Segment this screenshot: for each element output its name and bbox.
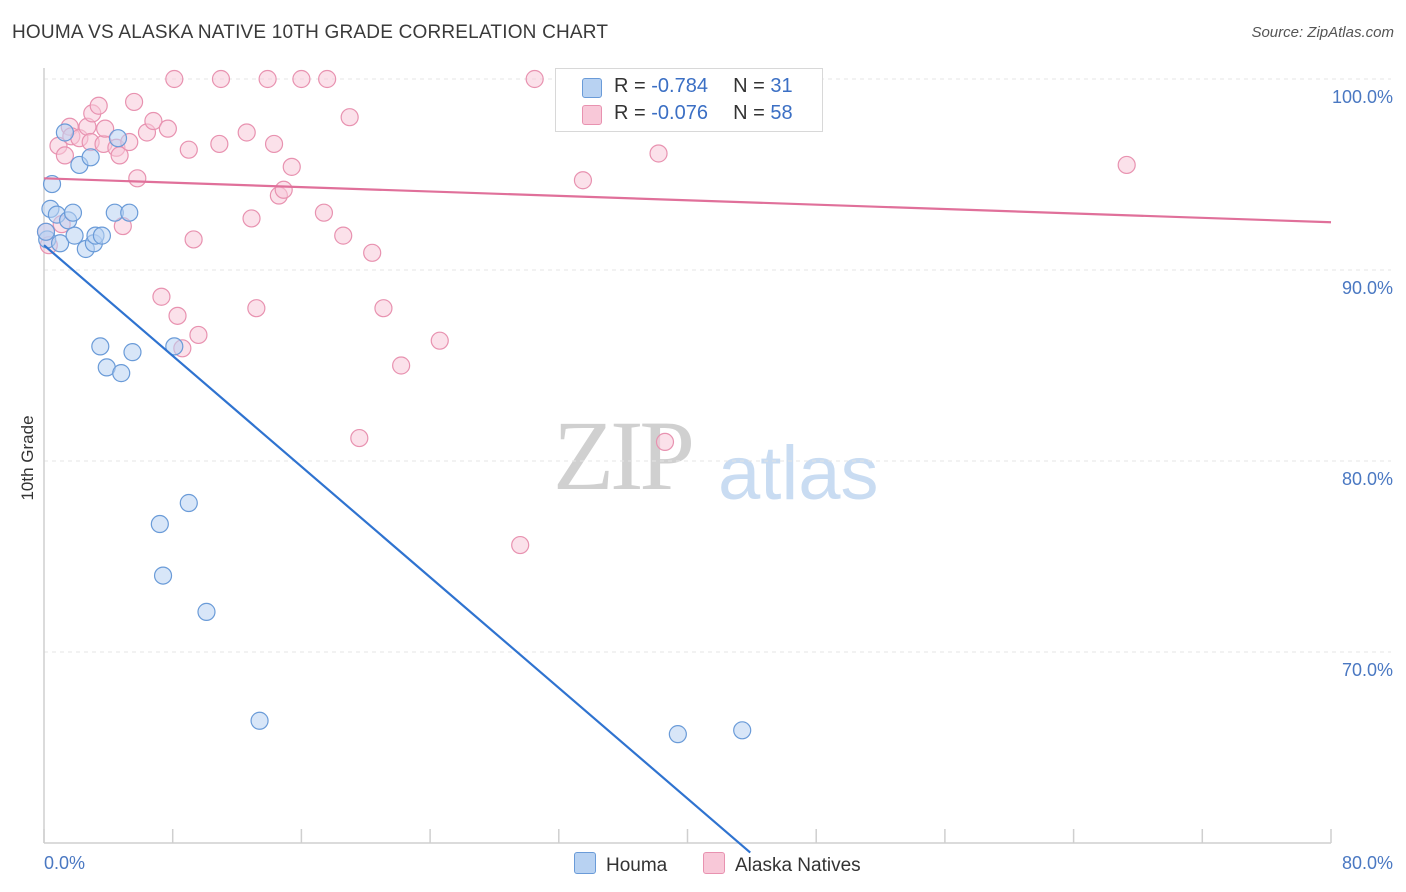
houma-point (92, 226, 112, 245)
houma-points (36, 123, 752, 744)
alaska-natives-trend-line (43, 177, 1332, 224)
houma-point (153, 566, 173, 585)
alaska-natives-point (247, 299, 266, 318)
houma-point (733, 721, 752, 740)
houma-point (250, 711, 269, 730)
alaska-r-value: -0.076 (651, 102, 708, 124)
alaska-natives-point (144, 111, 163, 131)
alaska-natives-point (258, 69, 277, 89)
alaska-natives-point (511, 535, 530, 555)
alaska-natives-point (573, 171, 593, 190)
bottom-alaska-swatch (703, 852, 725, 874)
alaska-natives-point (314, 203, 334, 222)
alaska-natives-point (210, 134, 229, 154)
houma-n-value: 31 (770, 75, 793, 97)
y-tick-labels: 100.0% 90.0% 80.0% 70.0% (1332, 87, 1393, 680)
houma-point (668, 725, 687, 744)
bottom-legend-alaska: Alaska Natives (703, 852, 861, 878)
houma-trend-line (43, 244, 751, 854)
alaska-natives-point (264, 134, 284, 154)
grid-lines (44, 78, 1391, 653)
y-tick-label-80: 80.0% (1342, 469, 1393, 489)
alaska-natives-point (340, 108, 359, 127)
alaska-n-label: N = (733, 102, 771, 124)
alaska-natives-point (242, 209, 261, 228)
bottom-houma-label: Houma (606, 855, 668, 876)
houma-n-label: N = (733, 75, 771, 97)
y-tick-label-90: 90.0% (1342, 278, 1393, 298)
alaska-natives-point (96, 119, 115, 138)
alaska-natives-point (128, 169, 147, 188)
alaska-natives-point (334, 226, 353, 245)
houma-r-value: -0.784 (651, 75, 708, 97)
alaska-natives-point (525, 69, 544, 89)
alaska-natives-point (165, 69, 184, 89)
alaska-natives-point (168, 306, 187, 325)
alaska-natives-point (179, 140, 198, 159)
trend-lines (43, 177, 1332, 854)
alaska-natives-point (350, 428, 369, 448)
y-axis-label: 10th Grade (18, 415, 37, 500)
houma-point (112, 364, 131, 383)
houma-point (91, 337, 110, 356)
chart-title: HOUMA VS ALASKA NATIVE 10TH GRADE CORREL… (12, 22, 609, 43)
houma-point (120, 203, 139, 222)
bottom-legend-houma: Houma (574, 852, 667, 878)
houma-point (50, 234, 70, 253)
bottom-alaska-label: Alaska Natives (735, 855, 861, 876)
houma-point (165, 337, 184, 356)
houma-point (63, 203, 83, 222)
alaska-natives-point (374, 299, 393, 318)
alaska-natives-point (363, 243, 382, 262)
alaska-natives-point (237, 123, 256, 142)
houma-point (55, 123, 75, 142)
alaska-natives-point (158, 119, 177, 138)
alaska-natives-point (1117, 155, 1136, 175)
watermark-atlas: atlas (718, 431, 879, 516)
alaska-natives-points (36, 69, 1136, 555)
y-tick-label-70: 70.0% (1342, 660, 1393, 680)
houma-r-label: R = (614, 75, 652, 97)
x-tick-label-max: 80.0% (1342, 853, 1393, 873)
stats-legend: R = -0.784 N = 31 R = -0.076 N = 58 (555, 68, 823, 132)
alaska-natives-point (430, 331, 449, 350)
axes (43, 68, 1332, 844)
alaska-natives-point (282, 157, 301, 176)
houma-point (197, 602, 216, 621)
bottom-houma-swatch (574, 852, 596, 874)
alaska-swatch (582, 105, 602, 125)
houma-point (108, 129, 128, 148)
watermark-zip: ZIP (553, 400, 695, 511)
alaska-natives-point (392, 356, 411, 375)
alaska-natives-point (184, 230, 203, 249)
y-tick-label-100: 100.0% (1332, 87, 1393, 107)
houma-point (179, 493, 198, 513)
houma-point (65, 226, 84, 245)
alaska-natives-point (124, 92, 144, 112)
alaska-r-label: R = (614, 102, 652, 124)
houma-point (81, 148, 100, 167)
x-tick-labels: 0.0% 80.0% (44, 853, 1393, 873)
alaska-natives-point (649, 144, 668, 163)
houma-point (150, 514, 169, 534)
alaska-natives-point (152, 287, 171, 306)
alaska-natives-point (211, 69, 231, 89)
x-tick-label-min: 0.0% (44, 853, 85, 873)
alaska-natives-point (89, 96, 108, 115)
houma-point (36, 222, 56, 241)
alaska-natives-point (292, 69, 311, 89)
houma-swatch (582, 78, 602, 98)
alaska-natives-point (274, 180, 293, 199)
alaska-natives-point (55, 146, 75, 165)
alaska-natives-point (655, 432, 675, 451)
alaska-natives-point (189, 325, 208, 345)
source-label: Source: ZipAtlas.com (1251, 24, 1394, 41)
alaska-n-value: 58 (770, 102, 793, 124)
alaska-natives-point (318, 69, 337, 89)
houma-point (123, 343, 142, 362)
